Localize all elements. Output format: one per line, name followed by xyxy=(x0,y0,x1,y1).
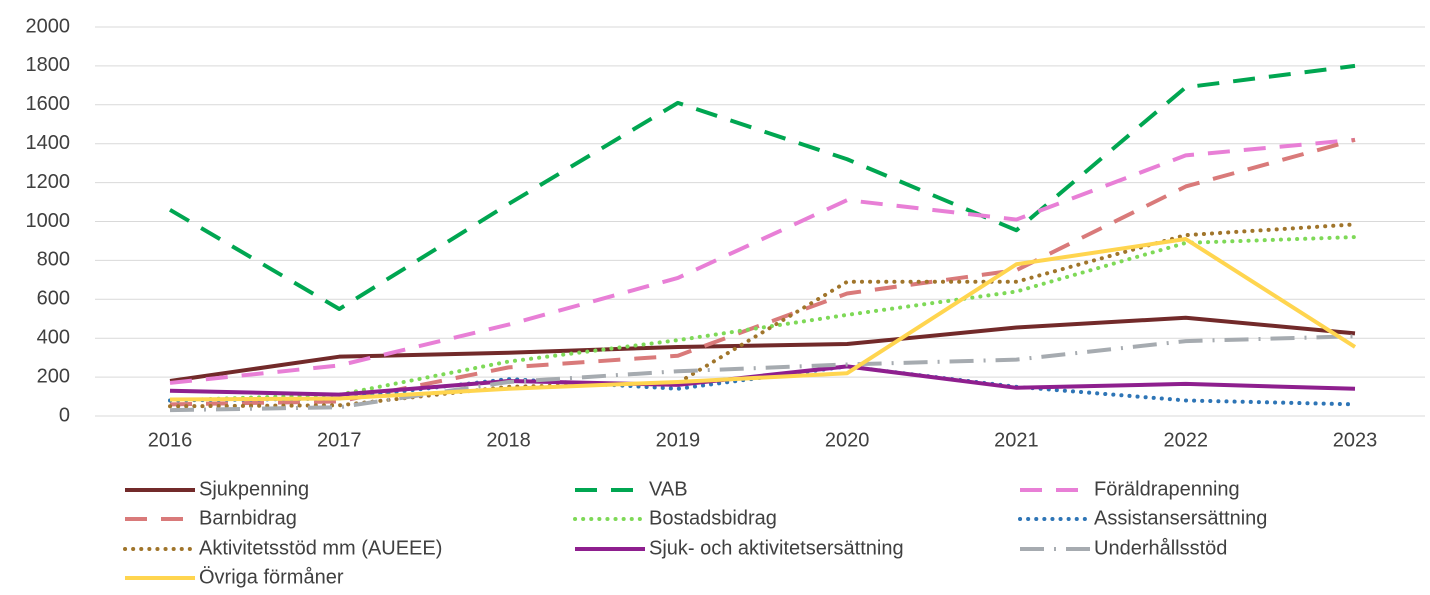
x-tick-label: 2016 xyxy=(148,429,193,451)
x-tick-label: 2019 xyxy=(656,429,701,451)
x-tick-label: 2022 xyxy=(1163,429,1208,451)
x-tick-label: 2021 xyxy=(994,429,1039,451)
legend-label: Barnbidrag xyxy=(199,507,297,529)
y-tick-label: 1800 xyxy=(26,54,71,76)
y-tick-label: 1400 xyxy=(26,132,71,154)
series-line xyxy=(169,137,1356,407)
y-tick-label: 0 xyxy=(59,404,70,426)
legend-label: Sjuk- och aktivitetsersättning xyxy=(649,537,904,559)
series-line xyxy=(169,237,1357,402)
legend-label: Övriga förmåner xyxy=(199,566,344,588)
x-tick-label: 2020 xyxy=(825,429,870,451)
y-tick-label: 2000 xyxy=(26,15,71,37)
series-line xyxy=(169,364,1356,397)
legend-label: Assistansersättning xyxy=(1094,507,1267,529)
legend-label: Aktivitetsstöd mm (AUEEE) xyxy=(199,537,442,559)
legend-label: Bostadsbidrag xyxy=(649,507,777,529)
series-line xyxy=(168,235,1357,403)
y-tick-label: 1600 xyxy=(26,93,71,115)
y-tick-label: 1000 xyxy=(26,210,71,232)
legend-label: VAB xyxy=(649,478,688,500)
x-tick-label: 2017 xyxy=(317,429,362,451)
y-tick-label: 200 xyxy=(37,365,70,387)
x-tick-label: 2023 xyxy=(1333,429,1378,451)
series-line xyxy=(168,63,1356,312)
x-tick-label: 2018 xyxy=(486,429,531,451)
series-line xyxy=(169,334,1356,413)
y-tick-label: 400 xyxy=(37,326,70,348)
series-line xyxy=(169,315,1356,383)
y-tick-label: 600 xyxy=(37,288,70,310)
y-tick-label: 800 xyxy=(37,249,70,271)
legend-label: Underhållsstöd xyxy=(1094,537,1227,559)
series-line xyxy=(169,137,1356,385)
legend-label: Sjukpenning xyxy=(199,478,309,500)
legend-label: Föräldrapenning xyxy=(1094,478,1240,500)
y-tick-label: 1200 xyxy=(26,171,71,193)
